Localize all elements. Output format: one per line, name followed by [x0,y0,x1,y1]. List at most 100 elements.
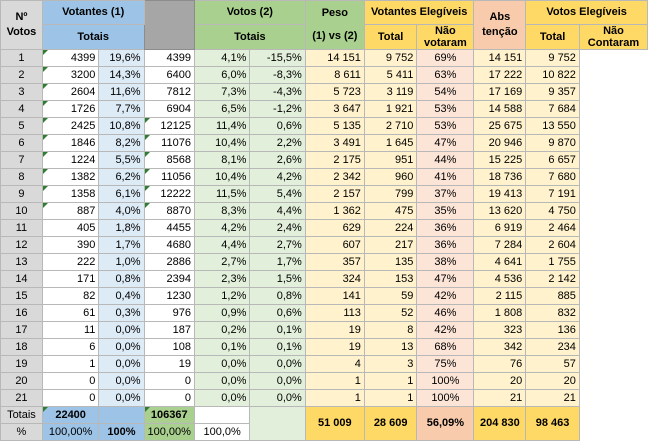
row-ve-total[interactable]: 5 135 [304,117,365,135]
row-votos2[interactable]: 4399 [143,49,195,67]
row-votantes1-pct[interactable]: 8,2% [98,134,145,152]
header-votos2-totais[interactable]: Totais [193,24,306,50]
row-n-votos[interactable]: 20 [0,372,43,390]
row-ve-nao-votaram[interactable]: 1 [363,389,418,407]
row-n-votos[interactable]: 18 [0,338,43,356]
row-votantes1[interactable]: 0 [41,389,100,407]
totals-votantes1[interactable]: 22400 [41,406,100,424]
row-votos2-pct[interactable]: 0,1% [193,338,251,356]
row-ve-total[interactable]: 324 [304,270,365,288]
row-n-votos[interactable]: 19 [0,355,43,373]
row-vt-nao-contaram[interactable]: 6 657 [525,151,580,169]
row-vt-nao-contaram[interactable]: 4 750 [525,202,580,220]
row-ve-nao-votaram[interactable]: 217 [363,236,418,254]
row-votos2[interactable]: 6400 [143,66,195,84]
row-vt-total[interactable]: 20 [473,372,527,390]
row-votos2[interactable]: 0 [143,372,195,390]
row-vt-total[interactable]: 21 [473,389,527,407]
row-votantes1[interactable]: 2425 [41,117,100,135]
row-ve-nao-votaram[interactable]: 1 [363,372,418,390]
row-vt-total[interactable]: 1 808 [473,304,527,322]
row-votos2[interactable]: 4455 [143,219,195,237]
row-votos2[interactable]: 2394 [143,270,195,288]
row-votos2-pct[interactable]: 0,2% [193,321,251,339]
row-votantes1-pct[interactable]: 7,7% [98,100,145,118]
row-abstencao[interactable]: 54% [416,83,475,101]
row-ve-total[interactable]: 4 [304,355,365,373]
row-abstencao[interactable]: 75% [416,355,475,373]
row-ve-total[interactable]: 1 [304,372,365,390]
row-n-votos[interactable]: 11 [0,219,43,237]
row-ve-nao-votaram[interactable]: 5 411 [363,66,418,84]
row-votos2[interactable]: 8568 [143,151,195,169]
row-peso[interactable]: 0,6% [249,304,306,322]
row-votos2-pct[interactable]: 0,0% [193,372,251,390]
totals-abstencao[interactable]: 56,09% [416,406,475,441]
row-ve-total[interactable]: 2 342 [304,168,365,186]
row-ve-total[interactable]: 607 [304,236,365,254]
totals-ve-total[interactable]: 51 009 [304,406,365,441]
row-n-votos[interactable]: 9 [0,185,43,203]
row-votantes1[interactable]: 1 [41,355,100,373]
row-votos2[interactable]: 108 [143,338,195,356]
row-vt-total[interactable]: 76 [473,355,527,373]
row-peso[interactable]: 0,1% [249,338,306,356]
row-votantes1-pct[interactable]: 0,0% [98,389,145,407]
row-peso[interactable]: -8,3% [249,66,306,84]
row-ve-nao-votaram[interactable]: 153 [363,270,418,288]
row-votos2-pct[interactable]: 4,4% [193,236,251,254]
row-vt-total[interactable]: 342 [473,338,527,356]
row-vt-nao-contaram[interactable]: 7 680 [525,168,580,186]
row-votantes1-pct[interactable]: 0,3% [98,304,145,322]
row-ve-total[interactable]: 629 [304,219,365,237]
percent-v2-b[interactable]: 100,0% [193,423,251,441]
row-votos2[interactable]: 4680 [143,236,195,254]
row-n-votos[interactable]: 17 [0,321,43,339]
row-peso[interactable]: 0,0% [249,372,306,390]
row-peso[interactable]: 0,8% [249,287,306,305]
row-votos2[interactable]: 8870 [143,202,195,220]
row-vt-nao-contaram[interactable]: 2 604 [525,236,580,254]
row-votos2-pct[interactable]: 11,4% [193,117,251,135]
row-ve-nao-votaram[interactable]: 475 [363,202,418,220]
row-n-votos[interactable]: 2 [0,66,43,84]
row-votantes1[interactable]: 222 [41,253,100,271]
row-n-votos[interactable]: 4 [0,100,43,118]
row-abstencao[interactable]: 36% [416,236,475,254]
row-vt-total[interactable]: 19 413 [473,185,527,203]
row-vt-nao-contaram[interactable]: 234 [525,338,580,356]
row-peso[interactable]: 1,7% [249,253,306,271]
row-ve-nao-votaram[interactable]: 224 [363,219,418,237]
row-votos2-pct[interactable]: 6,0% [193,66,251,84]
row-votantes1-pct[interactable]: 14,3% [98,66,145,84]
header-peso[interactable]: Peso (1) vs (2) [304,0,365,50]
row-abstencao[interactable]: 69% [416,49,475,67]
row-vt-total[interactable]: 15 225 [473,151,527,169]
row-abstencao[interactable]: 42% [416,321,475,339]
row-votantes1[interactable]: 3200 [41,66,100,84]
header-abstencao[interactable]: Abs tenção [473,0,527,50]
row-ve-total[interactable]: 113 [304,304,365,322]
row-vt-nao-contaram[interactable]: 832 [525,304,580,322]
row-peso[interactable]: 1,5% [249,270,306,288]
header-n-votos[interactable]: Nº Votos [0,0,43,50]
row-abstencao[interactable]: 100% [416,372,475,390]
row-votantes1[interactable]: 0 [41,372,100,390]
row-votantes1[interactable]: 171 [41,270,100,288]
row-vt-total[interactable]: 6 919 [473,219,527,237]
row-ve-total[interactable]: 1 362 [304,202,365,220]
row-n-votos[interactable]: 10 [0,202,43,220]
row-votantes1-pct[interactable]: 1,0% [98,253,145,271]
row-vt-nao-contaram[interactable]: 20 [525,372,580,390]
row-votos2[interactable]: 11056 [143,168,195,186]
row-peso[interactable]: 0,1% [249,321,306,339]
row-votos2[interactable]: 0 [143,389,195,407]
row-votos2[interactable]: 2886 [143,253,195,271]
row-vt-nao-contaram[interactable]: 21 [525,389,580,407]
row-ve-nao-votaram[interactable]: 52 [363,304,418,322]
row-votos2[interactable]: 6904 [143,100,195,118]
row-vt-total[interactable]: 4 641 [473,253,527,271]
row-n-votos[interactable]: 7 [0,151,43,169]
header-vt-total[interactable]: Total [525,24,580,50]
row-ve-total[interactable]: 8 611 [304,66,365,84]
